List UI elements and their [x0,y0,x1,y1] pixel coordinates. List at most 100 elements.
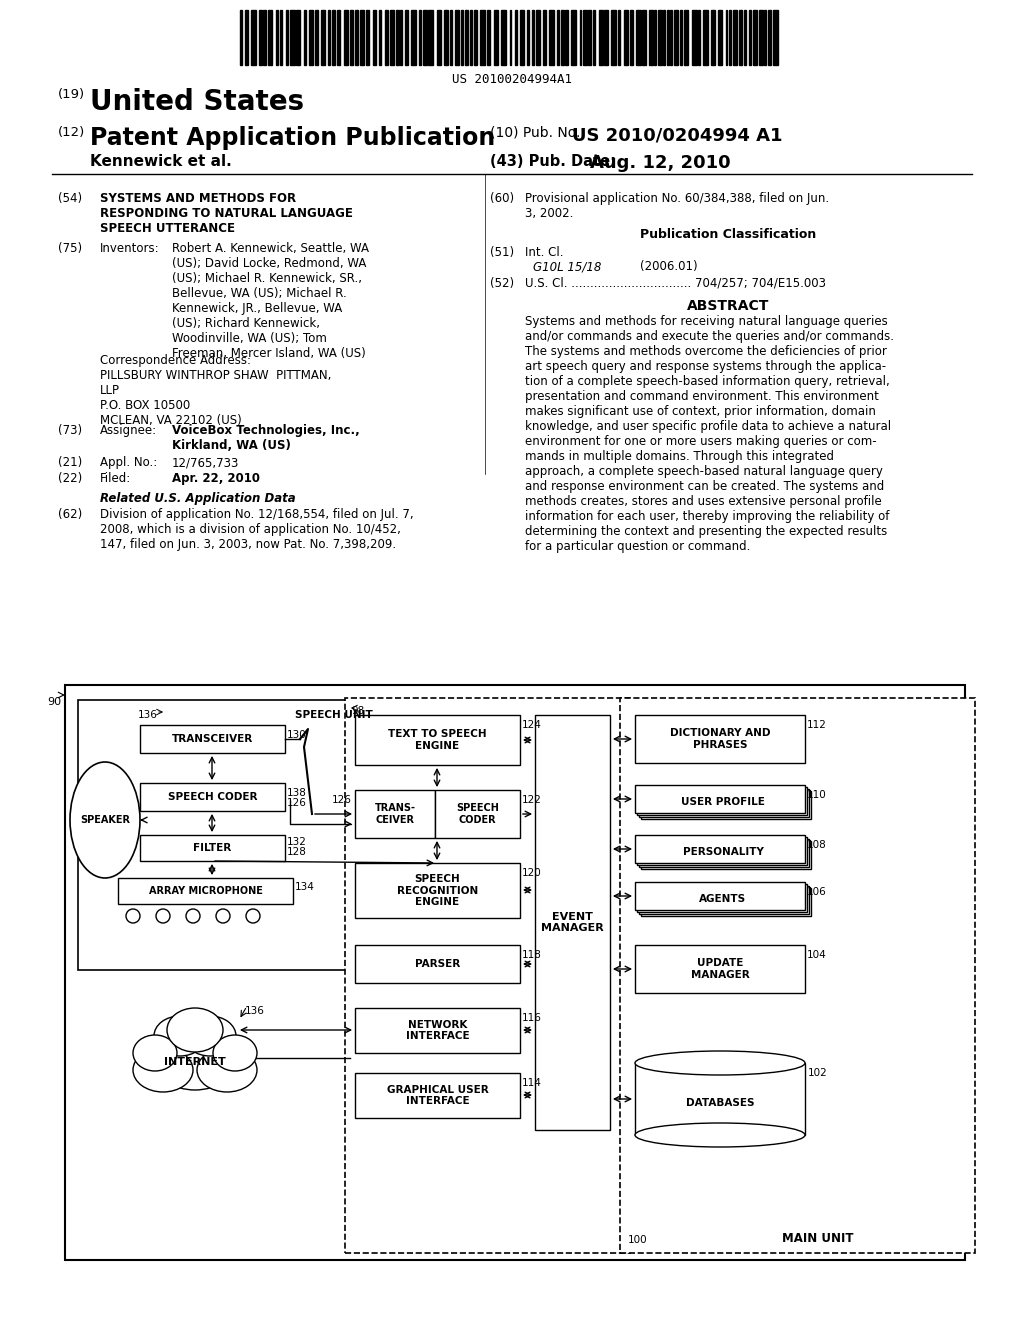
Bar [557,11,558,65]
Text: 124: 124 [522,719,542,730]
Text: SYSTEMS AND METHODS FOR
RESPONDING TO NATURAL LANGUAGE
SPEECH UTTERANCE: SYSTEMS AND METHODS FOR RESPONDING TO NA… [100,191,353,235]
Text: 122: 122 [522,795,542,805]
Ellipse shape [133,1048,193,1092]
Text: 136: 136 [138,710,158,719]
Text: Assignee:: Assignee: [100,424,157,437]
Bar [480,11,484,65]
Bar [280,11,282,65]
FancyBboxPatch shape [355,715,520,766]
Bar [749,11,751,65]
Bar [396,11,399,65]
Text: (2006.01): (2006.01) [640,260,697,273]
Circle shape [216,909,230,923]
Text: 116: 116 [522,1012,542,1023]
Bar [240,11,242,65]
Text: 134: 134 [295,882,314,892]
Bar [667,11,669,65]
Bar [406,11,409,65]
FancyBboxPatch shape [435,789,520,838]
Text: Int. Cl.: Int. Cl. [525,246,563,259]
Ellipse shape [167,1008,223,1052]
Bar [754,11,757,65]
FancyBboxPatch shape [637,837,807,865]
Text: Division of application No. 12/168,554, filed on Jul. 7,
2008, which is a divisi: Division of application No. 12/168,554, … [100,508,414,550]
Bar [275,11,279,65]
Bar [711,11,715,65]
Bar [664,11,665,65]
Text: NETWORK
INTERFACE: NETWORK INTERFACE [406,1019,469,1041]
Text: G10L 15/18: G10L 15/18 [534,260,601,273]
Text: PARSER: PARSER [415,960,460,969]
Circle shape [156,909,170,923]
Text: DATABASES: DATABASES [686,1098,755,1107]
Bar [437,11,441,65]
Text: TRANS-
CEIVER: TRANS- CEIVER [375,803,416,825]
FancyBboxPatch shape [118,878,293,904]
Text: 112: 112 [807,719,826,730]
FancyBboxPatch shape [635,715,805,763]
Bar [549,11,554,65]
Text: U.S. Cl. ................................ 704/257; 704/E15.003: U.S. Cl. ...............................… [525,277,826,290]
Bar [385,11,387,65]
Bar [698,11,700,65]
Bar [617,11,620,65]
FancyBboxPatch shape [637,787,807,814]
Bar [443,11,449,65]
Text: (62): (62) [58,508,82,521]
FancyBboxPatch shape [345,698,630,1253]
Bar [657,11,663,65]
FancyBboxPatch shape [639,840,809,867]
Bar [571,11,575,65]
Text: SPEECH UNIT: SPEECH UNIT [295,710,373,719]
Ellipse shape [635,1123,805,1147]
Bar [487,11,490,65]
FancyBboxPatch shape [355,945,520,983]
Bar [624,11,629,65]
FancyBboxPatch shape [65,685,965,1261]
Bar [470,11,472,65]
Bar [768,11,771,65]
Bar [580,11,582,65]
Text: Filed:: Filed: [100,473,131,484]
Text: INTERNET: INTERNET [164,1057,226,1067]
Text: Systems and methods for receiving natural language queries
and/or commands and e: Systems and methods for receiving natura… [525,315,894,553]
Text: (10) Pub. No.:: (10) Pub. No.: [490,125,585,140]
Text: SPEAKER: SPEAKER [80,814,130,825]
FancyBboxPatch shape [641,841,811,869]
Text: 110: 110 [807,789,826,800]
Text: EVENT
MANAGER: EVENT MANAGER [541,912,604,933]
Text: (73): (73) [58,424,82,437]
Ellipse shape [635,1051,805,1074]
Bar [630,11,633,65]
Bar [450,11,453,65]
Bar [759,11,763,65]
Bar [455,11,459,65]
FancyBboxPatch shape [535,715,610,1130]
FancyBboxPatch shape [78,700,383,970]
Ellipse shape [213,1035,257,1071]
Bar [589,11,591,65]
Text: Robert A. Kennewick, Seattle, WA
(US); David Locke, Redmond, WA
(US); Michael R.: Robert A. Kennewick, Seattle, WA (US); D… [172,242,369,360]
Bar [322,11,326,65]
Text: 106: 106 [807,887,826,898]
Text: 104: 104 [807,950,826,960]
Text: 108: 108 [807,840,826,850]
Bar [738,11,742,65]
Bar [360,11,365,65]
Bar [344,11,348,65]
Bar [611,11,616,65]
Text: Patent Application Publication: Patent Application Publication [90,125,496,150]
Circle shape [186,909,200,923]
Bar [593,11,596,65]
Text: (21): (21) [58,455,82,469]
Text: 98: 98 [351,706,365,715]
Ellipse shape [154,1016,206,1056]
Bar [733,11,737,65]
Bar [543,11,546,65]
Text: TEXT TO SPEECH
ENGINE: TEXT TO SPEECH ENGINE [388,729,486,751]
FancyBboxPatch shape [140,725,285,752]
FancyBboxPatch shape [140,783,285,810]
Bar [703,11,709,65]
Bar [304,11,306,65]
Bar [461,11,463,65]
